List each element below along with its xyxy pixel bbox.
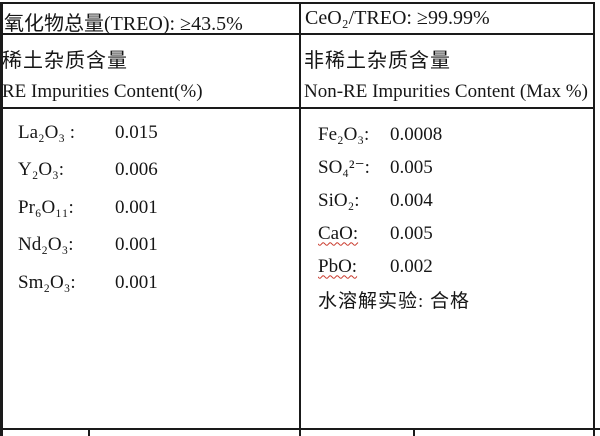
chemical-formula: Pr₆O₁₁: bbox=[18, 196, 74, 218]
impurity-value: 0.002 bbox=[390, 255, 433, 277]
impurity-value: 0.005 bbox=[390, 156, 433, 178]
chemical-formula: Sm₂O₃: bbox=[18, 271, 76, 293]
chemical-formula: SO₄²⁻: bbox=[318, 157, 370, 178]
row3-bottom-border bbox=[0, 428, 600, 430]
row2-bottom-border bbox=[0, 107, 595, 109]
ceo2-treo-ratio-cell: CeO₂/TREO: ≥99.99% bbox=[305, 7, 490, 29]
chemical-formula: Nd₂O₃: bbox=[18, 234, 74, 256]
impurity-row-sm2o3: Sm₂O₃: 0.001 bbox=[18, 264, 158, 302]
non-re-impurities-title-cn: 非稀土杂质含量 bbox=[304, 50, 451, 72]
impurity-row-nd2o3: Nd₂O₃: 0.001 bbox=[18, 227, 158, 265]
non-re-impurities-title-en: Non-RE Impurities Content (Max %) bbox=[304, 81, 588, 102]
non-re-impurities-header: 非稀土杂质含量 Non-RE Impurities Content (Max %… bbox=[304, 44, 588, 103]
bottom-row-divider-1 bbox=[88, 430, 90, 436]
impurity-value: 0.005 bbox=[390, 222, 433, 244]
water-solubility-test-result: 水溶解实验: 合格 bbox=[318, 291, 471, 312]
treo-total-cell: 氧化物总量(TREO): ≥43.5% bbox=[4, 13, 243, 35]
impurity-value: 0.006 bbox=[115, 159, 158, 181]
chemical-formula-spellchecked: PbO: bbox=[318, 255, 358, 277]
chemical-formula: Y₂O₃: bbox=[18, 159, 64, 181]
table-right-border bbox=[593, 2, 595, 436]
impurity-value: 0.001 bbox=[115, 196, 158, 218]
impurity-row-pr6o11: Pr₆O₁₁: 0.001 bbox=[18, 189, 158, 227]
chemical-formula: La₂O₃ : bbox=[18, 121, 76, 143]
impurity-row-cao: CaO: 0.005 bbox=[318, 217, 470, 250]
impurity-row-sio2: SiO₂: 0.004 bbox=[318, 184, 470, 217]
re-impurities-title-cn: 稀土杂质含量 bbox=[2, 50, 128, 72]
impurity-value: 0.0008 bbox=[390, 123, 443, 145]
impurity-row-so4: SO₄²⁻: 0.005 bbox=[318, 151, 470, 184]
impurity-value: 0.001 bbox=[115, 234, 158, 256]
chemical-formula: Fe₂O₃: bbox=[318, 123, 370, 145]
impurity-value: 0.015 bbox=[115, 121, 158, 143]
row1-bottom-border bbox=[0, 33, 595, 35]
re-impurities-header: 稀土杂质含量 RE Impurities Content(%) bbox=[2, 44, 203, 103]
chemical-formula: SiO₂: bbox=[318, 189, 360, 211]
non-re-impurities-list: Fe₂O₃: 0.0008 SO₄²⁻: 0.005 SiO₂: 0.004 C… bbox=[318, 118, 470, 316]
table-top-border bbox=[0, 2, 595, 4]
impurity-row-la2o3: La₂O₃ : 0.015 bbox=[18, 114, 158, 152]
impurity-value: 0.004 bbox=[390, 189, 433, 211]
impurity-row-pbo: PbO: 0.002 bbox=[318, 250, 470, 283]
chemical-formula-spellchecked: CaO: bbox=[318, 222, 359, 244]
impurity-row-fe2o3: Fe₂O₃: 0.0008 bbox=[318, 118, 470, 151]
table-left-border bbox=[0, 2, 3, 436]
impurity-row-y2o3: Y₂O₃: 0.006 bbox=[18, 152, 158, 190]
bottom-row-divider-2 bbox=[413, 430, 415, 436]
impurity-value: 0.001 bbox=[115, 271, 158, 293]
re-impurities-list: La₂O₃ : 0.015 Y₂O₃: 0.006 Pr₆O₁₁: 0.001 … bbox=[18, 114, 158, 302]
table-column-divider bbox=[299, 2, 301, 436]
re-impurities-title-en: RE Impurities Content(%) bbox=[2, 81, 203, 102]
